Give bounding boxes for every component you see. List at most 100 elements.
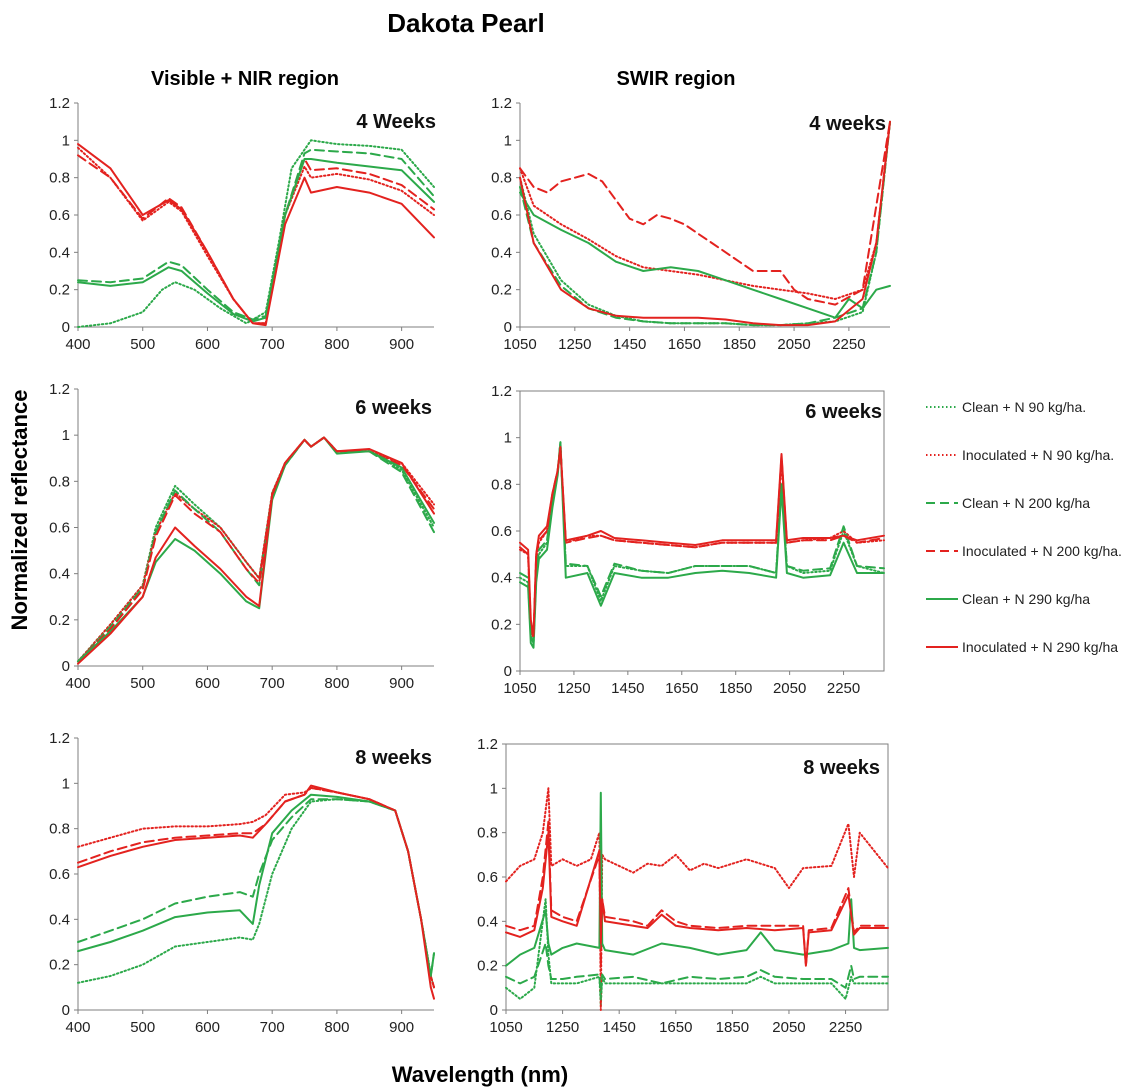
column-title-swir: SWIR region bbox=[617, 68, 736, 90]
legend-item: Clean + N 290 kg/ha bbox=[926, 591, 1090, 607]
x-tick-label: 600 bbox=[195, 675, 220, 692]
x-tick-label: 700 bbox=[260, 675, 285, 692]
y-tick-label: 1 bbox=[62, 775, 70, 792]
legend-label: Inoculated + N 90 kg/ha. bbox=[962, 447, 1114, 463]
x-tick-label: 1850 bbox=[719, 680, 752, 697]
series-line-2 bbox=[77, 146, 435, 325]
x-axis-label: Wavelength (nm) bbox=[392, 1062, 568, 1087]
y-tick-label: 0.2 bbox=[477, 958, 498, 975]
series-line-6 bbox=[77, 784, 435, 1000]
x-tick-label: 2050 bbox=[772, 1019, 805, 1036]
y-tick-label: 0.8 bbox=[491, 476, 512, 493]
x-tick-label: 400 bbox=[65, 1019, 90, 1036]
y-tick-label: 0.2 bbox=[491, 616, 512, 633]
x-tick-label: 600 bbox=[195, 336, 220, 353]
series-line-1 bbox=[519, 120, 891, 327]
y-tick-label: 0.8 bbox=[491, 170, 512, 187]
series-line-3 bbox=[519, 120, 891, 327]
x-tick-label: 1650 bbox=[668, 336, 701, 353]
y-tick-label: 0.6 bbox=[491, 523, 512, 540]
x-tick-label: 1450 bbox=[602, 1019, 635, 1036]
legend-item: Inoculated + N 200 kg/ha. bbox=[926, 543, 1122, 559]
y-tick-label: 0 bbox=[490, 1002, 498, 1019]
y-tick-label: 1.2 bbox=[49, 730, 70, 747]
y-tick-label: 0.4 bbox=[491, 244, 512, 261]
x-tick-label: 500 bbox=[130, 675, 155, 692]
series-line-2 bbox=[519, 120, 891, 300]
series-line-2 bbox=[519, 446, 885, 637]
y-tick-label: 0 bbox=[62, 658, 70, 675]
x-tick-label: 500 bbox=[130, 336, 155, 353]
y-tick-label: 0.6 bbox=[49, 866, 70, 883]
series-line-5 bbox=[519, 441, 885, 649]
y-tick-label: 0.4 bbox=[49, 911, 70, 928]
legend-item: Clean + N 200 kg/ha bbox=[926, 495, 1090, 511]
x-tick-label: 500 bbox=[130, 1019, 155, 1036]
panel-title: 8 weeks bbox=[355, 747, 432, 769]
x-tick-label: 1050 bbox=[503, 680, 536, 697]
y-tick-label: 0 bbox=[62, 319, 70, 336]
x-tick-label: 1650 bbox=[659, 1019, 692, 1036]
y-tick-label: 0.6 bbox=[491, 207, 512, 224]
panel-title: 4 weeks bbox=[809, 113, 886, 135]
y-tick-label: 1.2 bbox=[49, 381, 70, 398]
series-line-5 bbox=[77, 158, 435, 323]
legend-label: Clean + N 200 kg/ha bbox=[962, 495, 1090, 511]
plot-frame bbox=[505, 743, 889, 1011]
y-tick-label: 0.4 bbox=[49, 244, 70, 261]
y-tick-label: 1 bbox=[62, 132, 70, 149]
y-tick-label: 0.4 bbox=[477, 913, 498, 930]
series-line-3 bbox=[519, 441, 885, 644]
y-tick-label: 1 bbox=[504, 430, 512, 447]
series-line-6 bbox=[77, 436, 435, 665]
series-line-4 bbox=[77, 436, 435, 663]
x-tick-label: 900 bbox=[389, 675, 414, 692]
series-line-1 bbox=[77, 436, 435, 663]
panel-title: 8 weeks bbox=[803, 757, 880, 779]
legend-item: Clean + N 90 kg/ha. bbox=[926, 399, 1086, 415]
plot-frame bbox=[519, 390, 885, 672]
x-tick-label: 1850 bbox=[716, 1019, 749, 1036]
series-line-4 bbox=[77, 786, 435, 989]
series-line-1 bbox=[519, 441, 885, 644]
y-tick-label: 0.2 bbox=[491, 282, 512, 299]
x-tick-label: 400 bbox=[65, 675, 90, 692]
series-line-5 bbox=[519, 191, 891, 319]
x-tick-label: 2050 bbox=[777, 336, 810, 353]
y-tick-label: 1.2 bbox=[491, 383, 512, 400]
y-axis-label: Normalized reflectance bbox=[7, 390, 32, 631]
y-tick-label: 0.2 bbox=[49, 612, 70, 629]
series-line-3 bbox=[77, 148, 435, 321]
column-title-visible-nir: Visible + NIR region bbox=[151, 68, 339, 90]
series-line-4 bbox=[77, 154, 435, 325]
panel-vis4: 0 0.2 0.4 0.6 0.8 1 1.2 400 500 600 700 800 900 4 Wee… bbox=[49, 95, 436, 353]
y-tick-label: 0.8 bbox=[49, 821, 70, 838]
series-line-2 bbox=[77, 786, 435, 989]
series-line-1 bbox=[505, 898, 889, 1007]
series-line-2 bbox=[77, 436, 435, 663]
y-tick-label: 0 bbox=[504, 319, 512, 336]
x-tick-label: 2250 bbox=[827, 680, 860, 697]
series-line-3 bbox=[505, 942, 889, 1000]
panel-title: 4 Weeks bbox=[356, 111, 436, 133]
x-tick-label: 1250 bbox=[558, 336, 591, 353]
series-line-2 bbox=[505, 787, 889, 1011]
y-tick-label: 0.8 bbox=[477, 825, 498, 842]
x-tick-label: 600 bbox=[195, 1019, 220, 1036]
legend-item: Inoculated + N 90 kg/ha. bbox=[926, 447, 1114, 463]
series-line-6 bbox=[77, 143, 435, 327]
x-tick-label: 700 bbox=[260, 1019, 285, 1036]
series-line-6 bbox=[505, 831, 889, 967]
series-line-3 bbox=[77, 436, 435, 663]
y-tick-label: 0.2 bbox=[49, 957, 70, 974]
y-tick-label: 1 bbox=[490, 780, 498, 797]
x-tick-label: 1850 bbox=[723, 336, 756, 353]
panel-title: 6 weeks bbox=[355, 397, 432, 419]
x-tick-label: 800 bbox=[324, 336, 349, 353]
y-tick-label: 0.6 bbox=[49, 207, 70, 224]
y-tick-label: 0.6 bbox=[49, 520, 70, 537]
y-tick-label: 1.2 bbox=[49, 95, 70, 112]
series-line-5 bbox=[505, 791, 889, 967]
x-tick-label: 1650 bbox=[665, 680, 698, 697]
panel-swir4: 0 0.2 0.4 0.6 0.8 1 1.2 1050 1250 1450 1650 1850 205… bbox=[491, 95, 891, 353]
